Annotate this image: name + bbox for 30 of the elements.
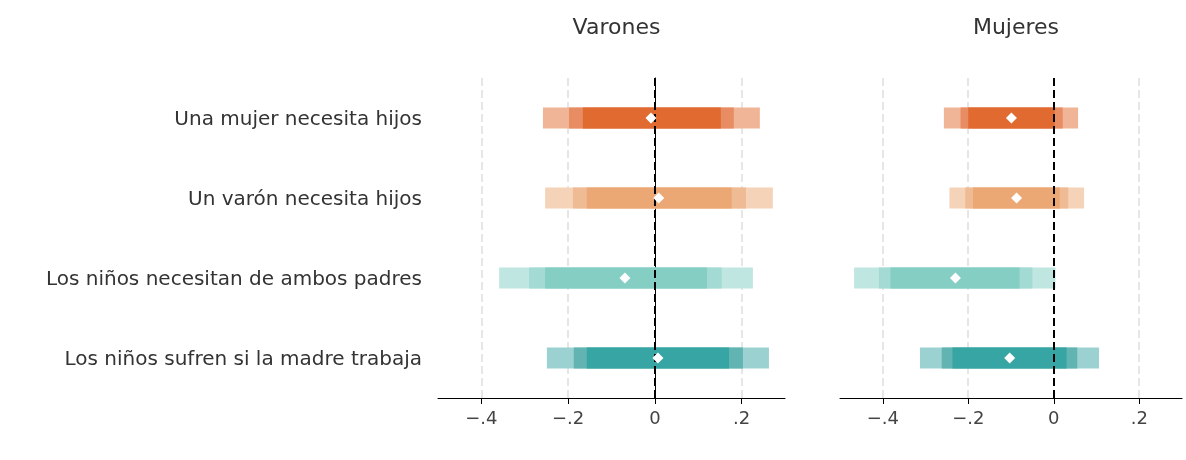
x-tick-label: −.2 [551, 406, 585, 428]
point [645, 112, 657, 124]
y-tick-label: Los niños sufren si la madre trabaja [64, 346, 422, 370]
bar [586, 187, 732, 209]
bar [952, 347, 1067, 369]
x-tick-label: −.4 [465, 406, 498, 428]
bar [890, 267, 1020, 289]
bar [972, 187, 1060, 209]
x-tick-label: .2 [733, 406, 751, 428]
point [652, 352, 664, 364]
bar [968, 107, 1055, 129]
chart-title: Varones [572, 13, 661, 39]
bar [586, 347, 730, 369]
x-tick-label: 0 [1048, 406, 1060, 428]
x-tick-label: .2 [1130, 406, 1148, 428]
point [1004, 352, 1016, 364]
point [949, 272, 961, 284]
y-tick-label: Un varón necesita hijos [188, 186, 422, 210]
chart-title: Mujeres [972, 13, 1060, 39]
x-tick-label: −.2 [952, 406, 985, 428]
x-tick-label: −.4 [866, 406, 899, 428]
point [1011, 192, 1023, 204]
point [1005, 112, 1017, 124]
bar [582, 107, 721, 129]
y-tick-label: Los niños necesitan de ambos padres [45, 266, 422, 290]
y-tick-label: Una mujer necesita hijos [174, 106, 422, 130]
bar [545, 267, 707, 289]
point [653, 192, 665, 204]
point [619, 272, 631, 284]
x-tick-label: 0 [649, 406, 661, 428]
